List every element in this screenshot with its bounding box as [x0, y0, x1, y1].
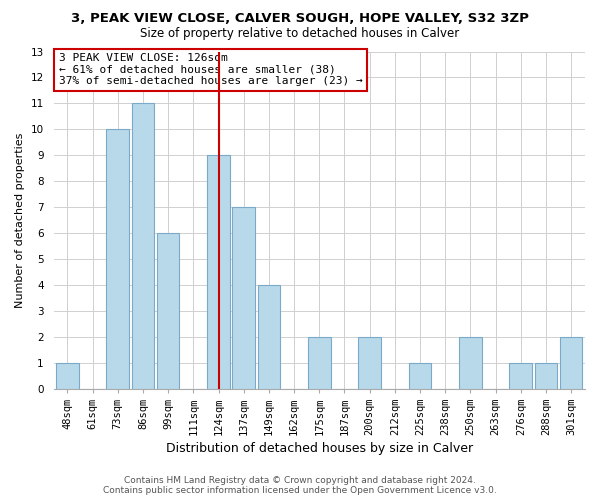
Text: 3, PEAK VIEW CLOSE, CALVER SOUGH, HOPE VALLEY, S32 3ZP: 3, PEAK VIEW CLOSE, CALVER SOUGH, HOPE V…	[71, 12, 529, 26]
Bar	[560, 336, 583, 388]
Bar	[131, 104, 154, 389]
Bar	[358, 336, 381, 388]
Y-axis label: Number of detached properties: Number of detached properties	[15, 132, 25, 308]
X-axis label: Distribution of detached houses by size in Calver: Distribution of detached houses by size …	[166, 442, 473, 455]
Text: Contains HM Land Registry data © Crown copyright and database right 2024.
Contai: Contains HM Land Registry data © Crown c…	[103, 476, 497, 495]
Bar	[308, 336, 331, 388]
Bar	[106, 130, 129, 388]
Bar	[157, 233, 179, 388]
Text: 3 PEAK VIEW CLOSE: 126sqm
← 61% of detached houses are smaller (38)
37% of semi-: 3 PEAK VIEW CLOSE: 126sqm ← 61% of detac…	[59, 53, 362, 86]
Bar	[509, 362, 532, 388]
Text: Size of property relative to detached houses in Calver: Size of property relative to detached ho…	[140, 28, 460, 40]
Bar	[409, 362, 431, 388]
Bar	[207, 155, 230, 388]
Bar	[535, 362, 557, 388]
Bar	[257, 285, 280, 389]
Bar	[232, 207, 255, 388]
Bar	[459, 336, 482, 388]
Bar	[56, 362, 79, 388]
